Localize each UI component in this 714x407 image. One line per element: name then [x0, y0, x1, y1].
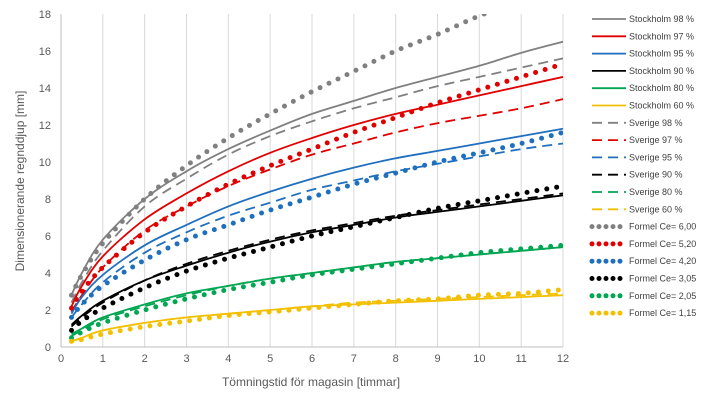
legend-label-stockholm-60: Stockholm 60 % [629, 101, 694, 111]
series-line-sverige-90 [70, 192, 563, 328]
series-line-formel-ce-2-05 [69, 242, 563, 341]
legend-label-stockholm-97: Stockholm 97 % [629, 31, 694, 41]
series-line-stockholm-60 [71, 294, 563, 343]
legend: Stockholm 98 % Stockholm 97 % Stockholm 95… [589, 14, 696, 318]
series-line-formel-ce-5-20 [69, 61, 563, 311]
y-tick-label: 6 [45, 231, 51, 243]
series-line-sverige-98 [70, 57, 563, 304]
x-tick-label: 12 [557, 353, 569, 365]
series-line-sverige-97 [70, 98, 563, 313]
legend-label-formel-ce-3-05: Formel Ce= 3,05 [629, 274, 696, 284]
legend-label-sverige-80: Sverige 80 % [629, 187, 683, 197]
series-line-formel-ce-1-15 [69, 287, 563, 344]
x-tick-label: 0 [58, 353, 64, 365]
x-tick-label: 9 [434, 353, 440, 365]
legend-label-stockholm-90: Stockholm 90 % [629, 66, 694, 76]
y-tick-label: 18 [39, 9, 51, 21]
legend-label-formel-ce-5-20: Formel Ce= 5,20 [629, 239, 696, 249]
series-line-formel-ce-4-20 [69, 129, 563, 320]
series-line-stockholm-98 [70, 40, 563, 296]
x-tick-label: 6 [309, 353, 315, 365]
x-tick-label: 10 [473, 353, 485, 365]
legend-label-stockholm-95: Stockholm 95 % [629, 49, 694, 59]
legend-label-formel-ce-6-00: Formel Ce= 6,00 [629, 222, 696, 232]
x-tick-label: 2 [142, 353, 148, 365]
y-tick-label: 4 [45, 268, 51, 280]
legend-label-sverige-90: Sverige 90 % [629, 170, 683, 180]
legend-label-sverige-98: Sverige 98 % [629, 118, 683, 128]
series-line-formel-ce-6-00 [69, 14, 492, 298]
legend-label-sverige-95: Sverige 95 % [629, 152, 683, 162]
plot-area [69, 14, 563, 344]
legend-label-formel-ce-1-15: Formel Ce= 1,15 [629, 308, 696, 318]
legend-label-stockholm-80: Stockholm 80 % [629, 83, 694, 93]
y-tick-label: 10 [39, 157, 51, 169]
y-tick-label: 8 [45, 194, 51, 206]
x-tick-label: 3 [183, 353, 189, 365]
legend-label-formel-ce-2-05: Formel Ce= 2,05 [629, 291, 696, 301]
series-line-sverige-60 [71, 292, 563, 343]
y-tick-label: 0 [45, 342, 51, 354]
x-tick-label: 11 [515, 353, 526, 365]
series-line-formel-ce-3-05 [69, 183, 563, 333]
x-axis-title: Tömningstid för magasin [timmar] [222, 375, 400, 389]
y-tick-label: 12 [39, 120, 51, 132]
x-tick-label: 5 [267, 353, 273, 365]
y-axis-title: Dimensionerande regnddjup [mm] [13, 91, 27, 272]
legend-label-sverige-60: Sverige 60 % [629, 204, 683, 214]
y-tick-label: 14 [39, 83, 51, 95]
y-tick-label: 16 [39, 46, 51, 58]
series-line-stockholm-95 [70, 127, 563, 315]
legend-label-sverige-97: Sverige 97 % [629, 135, 683, 145]
legend-label-formel-ce-4-20: Formel Ce= 4,20 [629, 256, 696, 266]
x-tick-label: 1 [100, 353, 106, 365]
x-tick-label: 4 [225, 353, 231, 365]
grid [60, 14, 564, 347]
y-tick-label: 2 [45, 305, 51, 317]
series-line-stockholm-80 [71, 246, 563, 335]
x-tick-label: 7 [351, 353, 357, 365]
legend-label-stockholm-98: Stockholm 98 % [629, 14, 694, 24]
series-line-stockholm-97 [70, 76, 563, 307]
series-line-stockholm-90 [70, 194, 563, 326]
series-line-sverige-95 [70, 142, 563, 318]
x-tick-label: 8 [393, 353, 399, 365]
